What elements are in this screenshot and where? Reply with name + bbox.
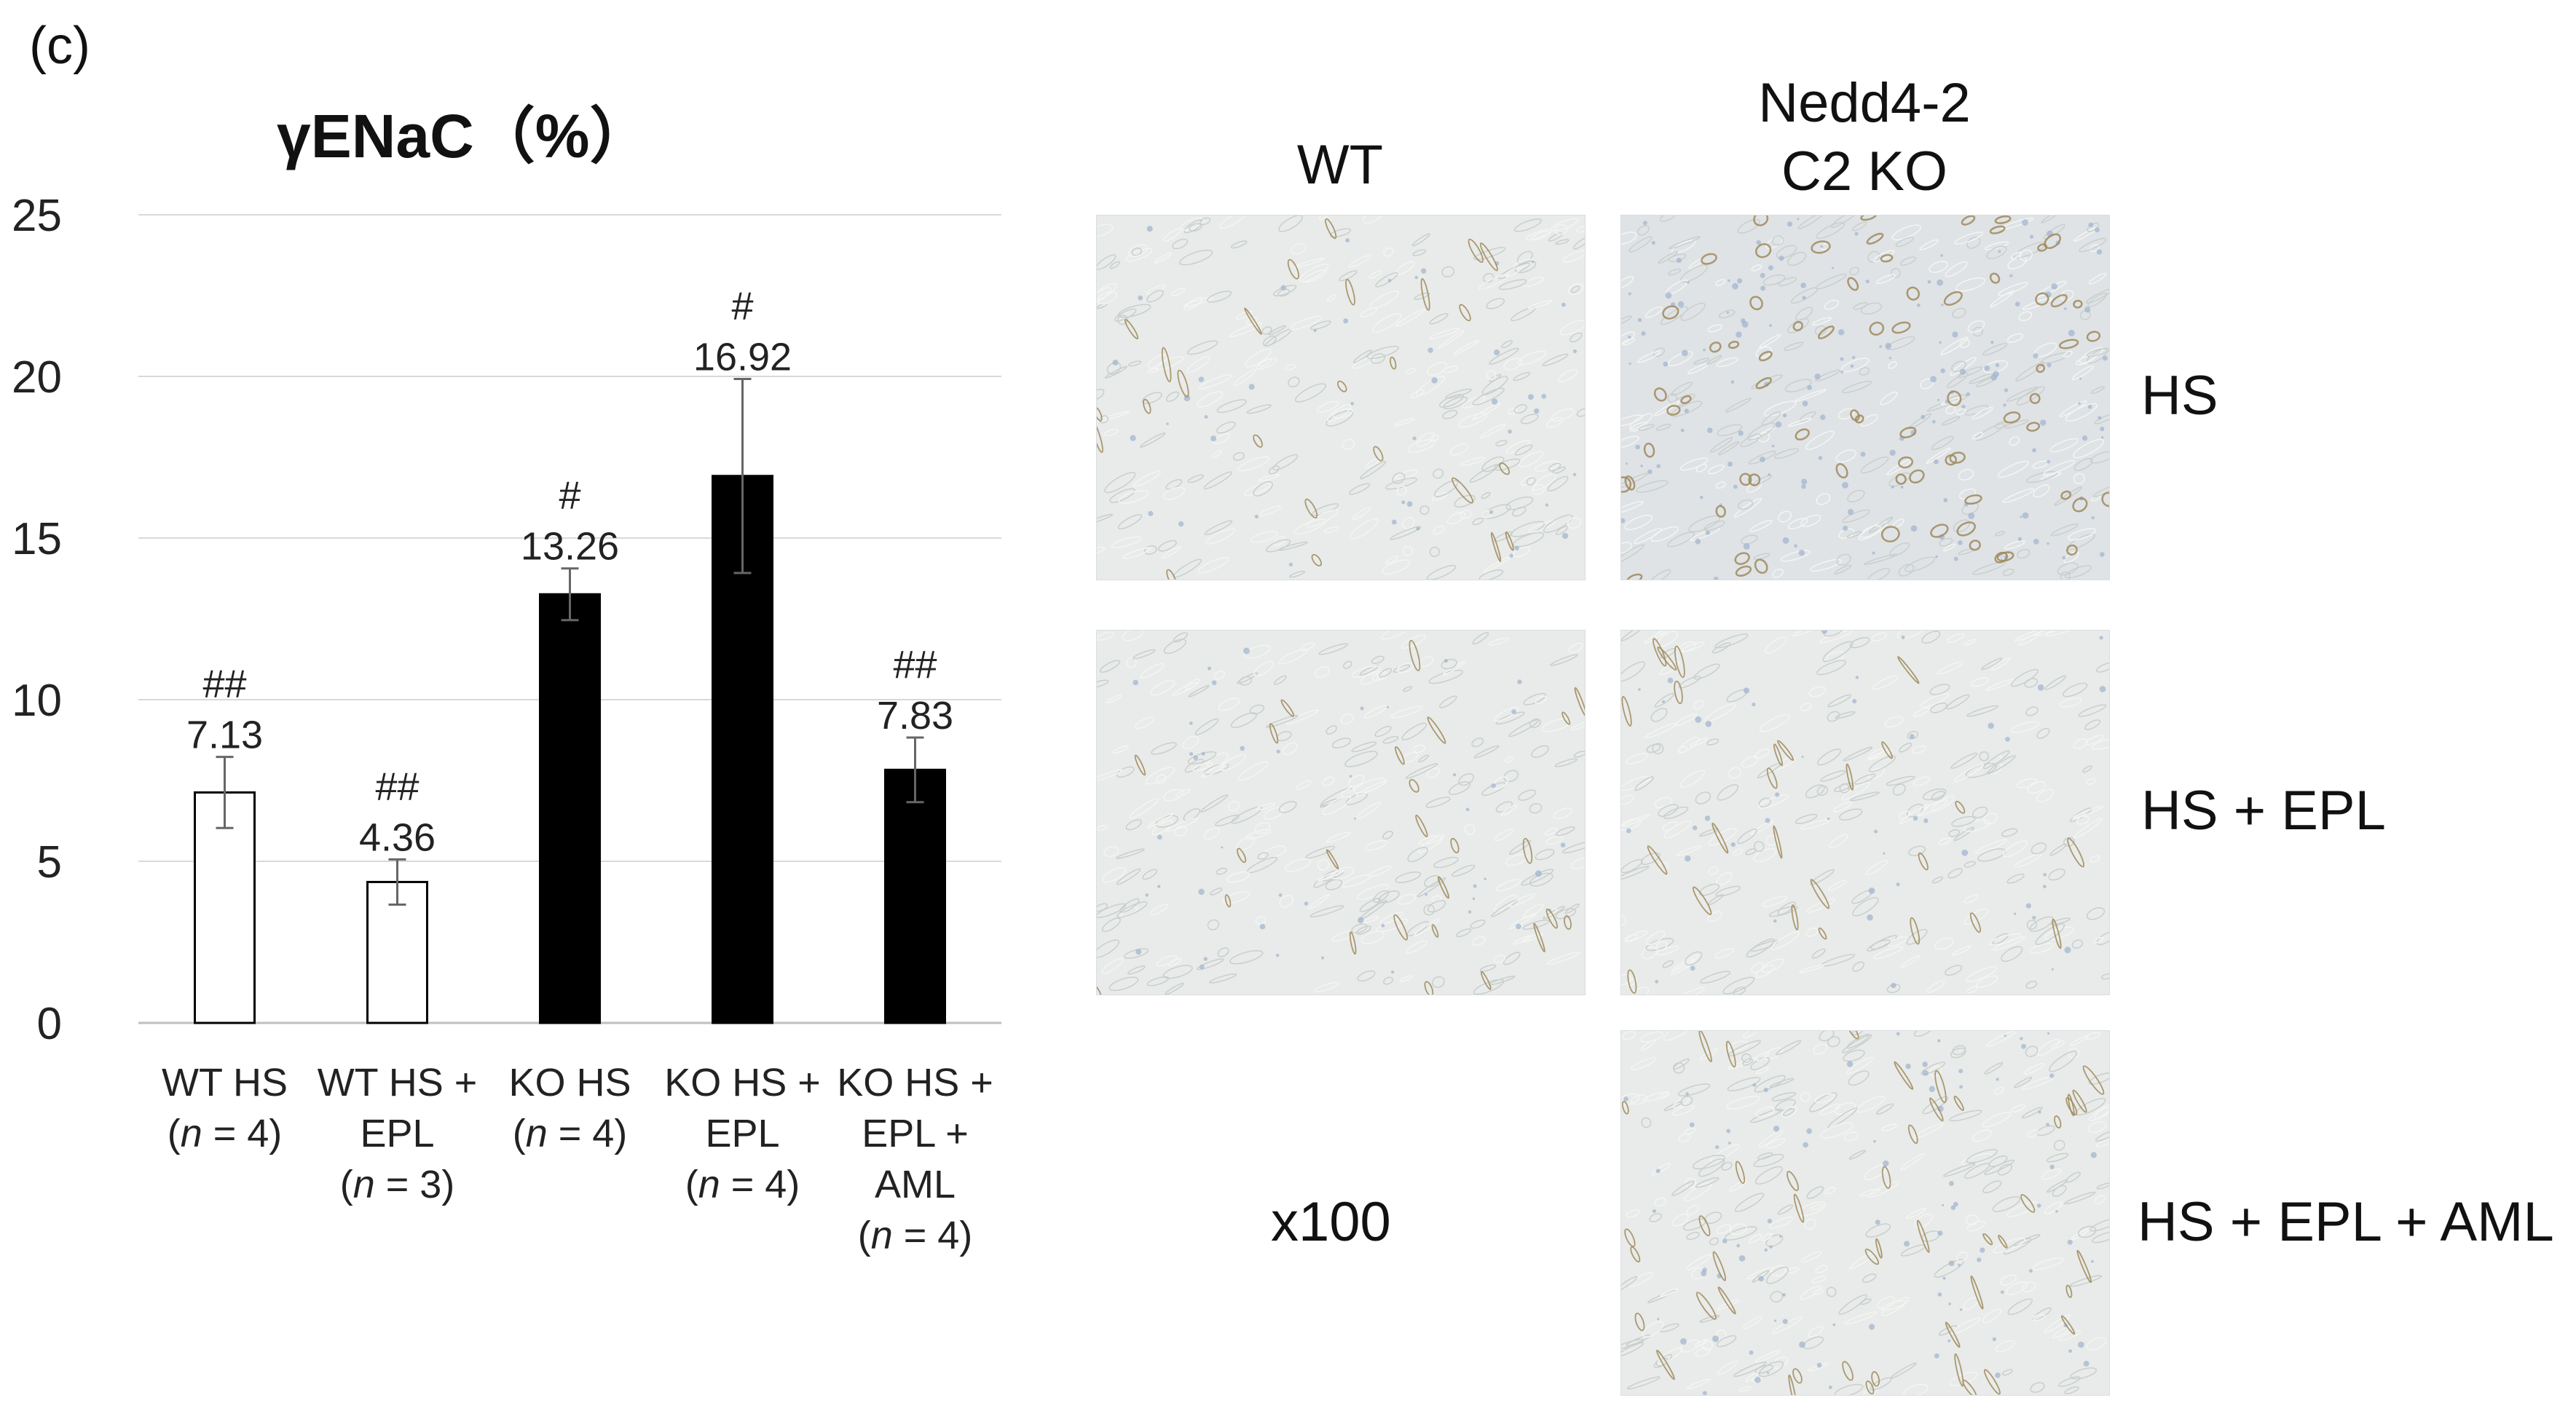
data-label: 4.36 [359,815,436,859]
column-header-line: Nedd4-2 [1758,72,1971,134]
tissue-texture [1097,216,1585,580]
micrograph-wt-hs [1096,215,1586,580]
micrograph-ko-hs-epl-aml [1620,1030,2110,1396]
tissue-texture [1621,1031,2109,1395]
data-label: 7.13 [186,714,263,757]
data-label: 16.92 [693,336,792,379]
significance-label: ## [202,663,246,706]
x-category-label: EPL [360,1112,434,1155]
row-label-hs-epl: HS + EPL [2141,780,2386,842]
y-tick-label: 20 [12,352,62,403]
y-tick-label: 10 [12,676,62,726]
x-category-label: EPL + [862,1112,969,1155]
significance-label: # [559,474,580,518]
x-category-label: KO HS + [837,1061,993,1104]
data-label: 13.26 [521,525,619,569]
error-bars [216,378,924,906]
bar [539,593,601,1024]
significance-label: ## [893,643,937,687]
column-header-ko: Nedd4-2 C2 KO [1620,69,2108,206]
column-header-line: C2 KO [1781,141,1948,202]
bar [194,791,256,1024]
x-category-labels: WT HS (n = 4) WT HS + EPL (n = 3) KO HS (n = 4… [162,1061,993,1257]
chart-title: γENaC（%） [277,102,651,170]
significance-label: ## [375,764,419,808]
bar-chart: 0 5 10 15 20 25 7.13 ## 4.36 ## 13.26 #16.92 #7.83 #… [12,191,1001,1257]
data-labels: 7.13 ## 4.36 ## 13.26 #16.92 #7.83 ## [186,285,953,860]
tissue-texture [1621,216,2109,580]
column-header-line: WT [1296,134,1384,196]
y-tick-label: 25 [12,191,62,241]
x-category-label: EPL [705,1112,779,1155]
x-category-label: (n = 4) [858,1214,973,1257]
x-category-label: (n = 3) [340,1163,455,1206]
y-tick-label: 0 [37,999,62,1049]
x-category-label: (n = 4) [513,1112,628,1155]
x-category-label: WT HS + [318,1061,478,1104]
x-category-label: WT HS [162,1061,288,1104]
micrograph-wt-hs-epl [1096,630,1586,995]
data-label: 7.83 [877,694,953,738]
tissue-texture [1097,631,1585,995]
tissue-texture [1621,631,2109,995]
x-category-label: (n = 4) [685,1163,800,1206]
x-category-label: KO HS + [664,1061,821,1104]
column-header-wt: WT [1096,131,1584,199]
bar [884,768,946,1024]
magnification-label: x100 [1271,1191,1391,1253]
x-category-label: KO HS [508,1061,631,1104]
y-tick-label: 15 [12,514,62,564]
x-category-label: (n = 4) [168,1112,283,1155]
panel-label: (c) [29,17,90,75]
y-tick-label: 5 [37,837,62,888]
significance-label: # [731,285,753,328]
row-label-hs: HS [2141,365,2218,427]
x-category-label: AML [875,1163,956,1206]
row-label-hs-epl-aml: HS + EPL + AML [2138,1191,2554,1253]
y-tick-labels: 0 5 10 15 20 25 [12,191,62,1049]
micrograph-ko-hs [1620,215,2110,580]
micrograph-ko-hs-epl [1620,630,2110,995]
